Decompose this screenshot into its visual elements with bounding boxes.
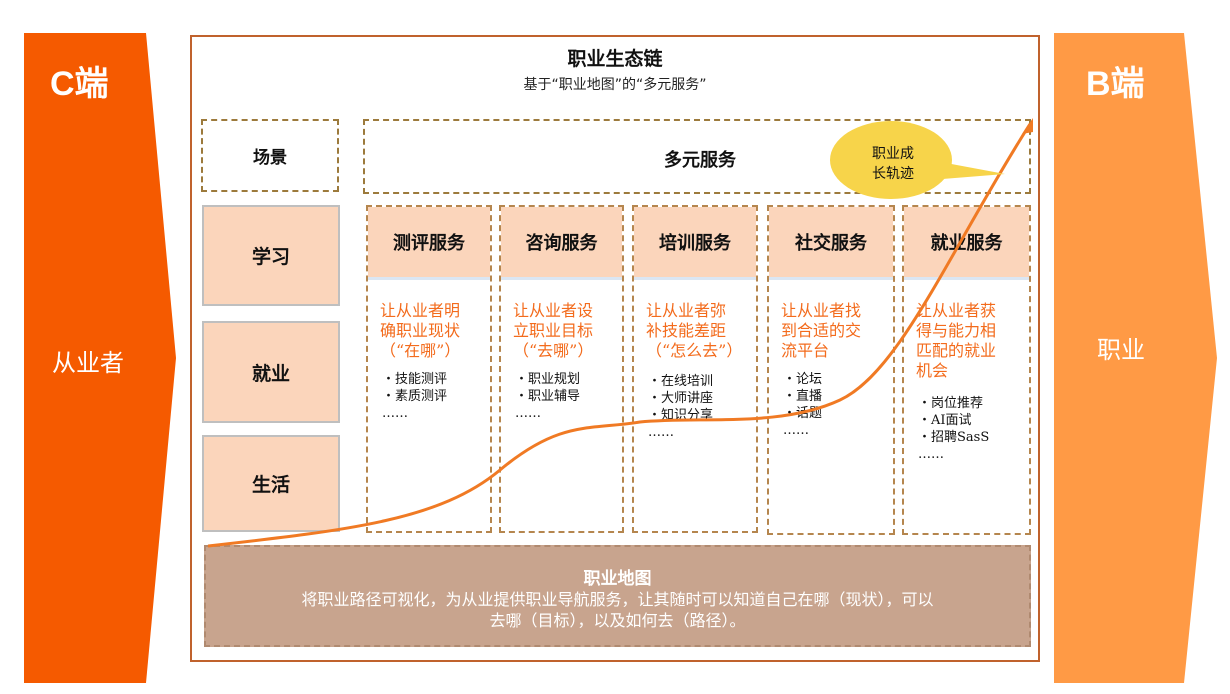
list-item: ・职业规划 bbox=[515, 372, 581, 387]
c-side-title: C端 bbox=[50, 65, 109, 103]
service-column-social: 社交服务 让从业者找 到合适的交 流平台 ・论坛 ・直播 ・话题 …… bbox=[767, 205, 895, 535]
services-header-box bbox=[363, 119, 1031, 194]
list-item: ・招聘SasS bbox=[918, 430, 990, 445]
list-item: ・技能测评 bbox=[382, 372, 448, 387]
service-description: 让从业者找 到合适的交 流平台 bbox=[781, 301, 862, 360]
service-description: 让从业者弥 补技能差距 （“怎么去”） bbox=[646, 301, 743, 360]
list-item: …… bbox=[382, 406, 408, 421]
b-side-arrow bbox=[1054, 33, 1217, 683]
diagram-subtitle: 基于“职业地图”的“多元服务” bbox=[523, 77, 707, 93]
service-column-employment: 就业服务 让从业者获 得与能力相 匹配的就业 机会 ・岗位推荐 ・AI面试 ・招… bbox=[902, 205, 1031, 535]
service-column-consulting: 咨询服务 让从业者设 立职业目标 （“去哪”） ・职业规划 ・职业辅导 …… bbox=[499, 205, 624, 533]
services-header-label: 多元服务 bbox=[664, 150, 736, 171]
career-map-line-2: 去哪（目标），以及如何去（路径）。 bbox=[489, 611, 746, 630]
list-item: ・AI面试 bbox=[918, 413, 972, 428]
list-item: …… bbox=[783, 423, 809, 438]
service-description: 让从业者设 立职业目标 （“去哪”） bbox=[513, 301, 594, 360]
list-item: …… bbox=[648, 425, 674, 440]
list-item: ・在线培训 bbox=[648, 374, 714, 389]
service-list: ・技能测评 ・素质测评 …… bbox=[382, 371, 486, 422]
service-column-training: 培训服务 让从业者弥 补技能差距 （“怎么去”） ・在线培训 ・大师讲座 ・知识… bbox=[632, 205, 758, 533]
list-item: ・岗位推荐 bbox=[918, 396, 984, 411]
service-list: ・职业规划 ・职业辅导 …… bbox=[515, 371, 618, 422]
service-title: 培训服务 bbox=[634, 207, 756, 280]
scene-item-life: 生活 bbox=[202, 435, 340, 532]
service-list: ・岗位推荐 ・AI面试 ・招聘SasS …… bbox=[918, 395, 1025, 463]
list-item: ・素质测评 bbox=[382, 389, 448, 404]
service-description: 让从业者明 确职业现状 （“在哪”） bbox=[380, 301, 461, 360]
career-map-box: 职业地图 将职业路径可视化，为从业提供职业导航服务，让其随时可以知道自己在哪（现… bbox=[204, 545, 1031, 647]
scene-header: 场景 bbox=[201, 119, 339, 192]
scene-item-employment: 就业 bbox=[202, 321, 340, 423]
career-map-title: 职业地图 bbox=[583, 569, 652, 589]
career-map-line-1: 将职业路径可视化，为从业提供职业导航服务，让其随时可以知道自己在哪（现状），可以 bbox=[301, 590, 934, 609]
list-item: …… bbox=[918, 447, 944, 462]
list-item: ・职业辅导 bbox=[515, 389, 581, 404]
list-item: ・大师讲座 bbox=[648, 391, 714, 406]
service-title: 社交服务 bbox=[769, 207, 893, 280]
list-item: …… bbox=[515, 406, 541, 421]
b-side-title: B端 bbox=[1086, 65, 1145, 103]
list-item: ・论坛 bbox=[783, 372, 823, 387]
service-column-assessment: 测评服务 让从业者明 确职业现状 （“在哪”） ・技能测评 ・素质测评 …… bbox=[366, 205, 492, 533]
diagram-title: 职业生态链 bbox=[567, 48, 663, 70]
list-item: ・直播 bbox=[783, 389, 823, 404]
service-title: 测评服务 bbox=[368, 207, 490, 280]
ecosystem-frame bbox=[190, 35, 1040, 662]
c-side-subtitle: 从业者 bbox=[52, 349, 124, 377]
service-title: 咨询服务 bbox=[501, 207, 622, 280]
b-side-subtitle: 职业 bbox=[1097, 336, 1145, 364]
service-description: 让从业者获 得与能力相 匹配的就业 机会 bbox=[916, 301, 997, 380]
c-side-arrow bbox=[24, 33, 176, 683]
service-title: 就业服务 bbox=[904, 207, 1029, 280]
growth-trajectory-callout: 职业成 长轨迹 bbox=[872, 146, 914, 182]
scene-item-study: 学习 bbox=[202, 205, 340, 306]
